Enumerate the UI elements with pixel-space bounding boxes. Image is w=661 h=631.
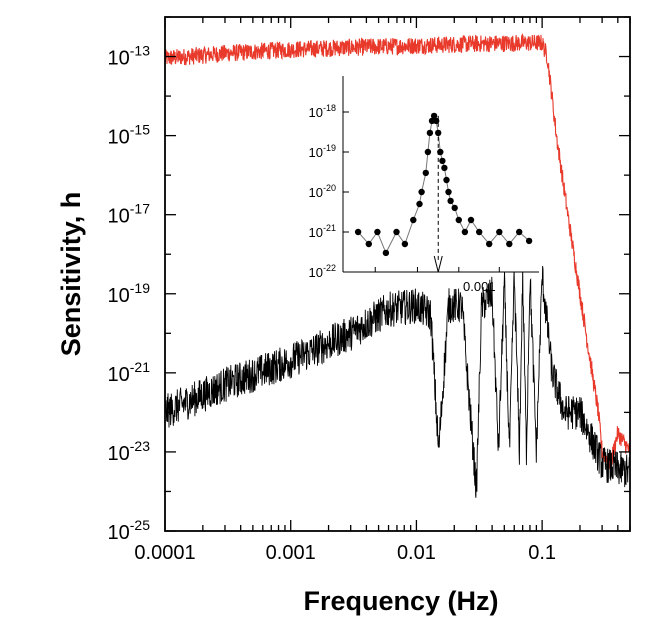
inset-y-tick-label: 10-19	[309, 143, 336, 160]
inset-data-point	[506, 240, 513, 248]
inset-series-layer	[354, 112, 533, 273]
inset-y-tick-label: 10-20	[309, 183, 336, 200]
inset-plot: 10-18 10-19 10-20 10-21 10-22 0.001	[309, 76, 539, 294]
inset-y-tick-label: 10-18	[309, 103, 336, 120]
inset-data-point	[365, 240, 372, 248]
inset-data-point	[486, 240, 493, 248]
y-tick-label: 10-21	[108, 359, 151, 386]
main-ticks-layer	[164, 16, 631, 532]
inset-data-point	[451, 204, 458, 212]
inset-data-point	[441, 164, 448, 172]
inset-data-point	[447, 197, 454, 205]
y-tick-label: 10-17	[108, 201, 151, 228]
x-tick-label: 0.0001	[134, 542, 195, 564]
inset-data-point	[424, 148, 432, 156]
inset-data-point	[445, 188, 452, 196]
main-plot-frame	[164, 16, 631, 532]
x-axis-title: Frequency (Hz)	[303, 586, 498, 616]
inset-data-point	[461, 228, 469, 236]
inset-y-tick-label: 10-21	[309, 223, 336, 240]
inset-y-tick-label: 10-22	[309, 263, 336, 280]
inset-data-point	[516, 228, 523, 236]
inset-background	[343, 76, 539, 272]
inset-data-point	[374, 228, 381, 236]
inset-data-point	[410, 216, 417, 224]
y-tick-label: 10-13	[108, 43, 151, 70]
main-series-layer	[164, 32, 631, 498]
inset-data-point	[476, 228, 483, 236]
inset-data-point	[443, 176, 450, 184]
inset-data-point	[525, 237, 533, 245]
main-tick-labels: 0.0001 0.001 0.01 0.110-1310-1510-1710-1910…	[108, 43, 557, 564]
inset-data-point	[382, 249, 390, 257]
y-tick-label: 10-15	[108, 122, 151, 149]
x-tick-label: 0.001	[266, 542, 316, 564]
series-line-1	[164, 263, 631, 498]
y-tick-label: 10-23	[108, 438, 151, 465]
inset-data-point	[496, 228, 503, 236]
inset-data-point	[416, 200, 423, 208]
inset-data-point	[401, 240, 409, 248]
inset-data-point	[455, 216, 462, 224]
inset-data-point	[418, 188, 425, 196]
inset-data-point	[354, 228, 362, 236]
y-tick-label: 10-25	[108, 517, 151, 544]
y-tick-label: 10-19	[108, 280, 151, 307]
inset-data-point	[467, 216, 475, 224]
inset-tick-labels: 10-18 10-19 10-20 10-21 10-22 0.001	[309, 103, 496, 294]
inset-data-point	[430, 112, 438, 120]
inset-data-point	[439, 157, 446, 165]
inset-data-point	[422, 169, 429, 177]
x-tick-label: 0.1	[528, 542, 556, 564]
inset-data-point	[393, 228, 400, 236]
inset-x-tick-label: 0.001	[463, 279, 496, 294]
series-line-0	[164, 32, 631, 469]
x-tick-label: 0.01	[397, 542, 436, 564]
y-axis-title: Sensitivity, h	[56, 192, 86, 357]
inset-data-point	[426, 129, 434, 137]
